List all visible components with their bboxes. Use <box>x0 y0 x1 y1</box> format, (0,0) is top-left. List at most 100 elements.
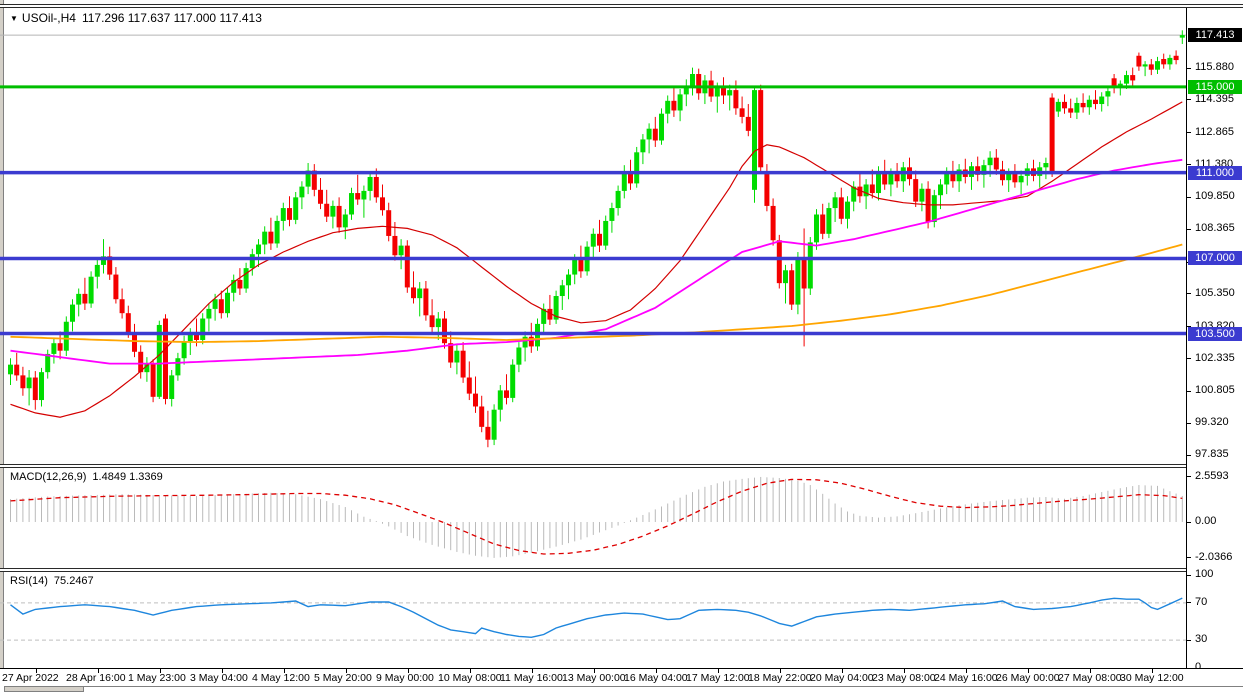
price-tick-label: 114.395 <box>1195 92 1234 105</box>
price-tick-label: 109.850 <box>1195 190 1235 203</box>
date-label: 23 May 08:00 <box>872 672 936 684</box>
macd-signal-line <box>10 478 1183 555</box>
axis-tick <box>1187 574 1191 576</box>
axis-tick <box>780 669 781 673</box>
date-label: 9 May 00:00 <box>376 672 434 684</box>
axis-tick <box>1187 422 1191 424</box>
date-label: 4 May 12:00 <box>252 672 310 684</box>
candles <box>8 30 1185 448</box>
axis-tick <box>1028 669 1029 673</box>
macd-panel[interactable] <box>0 468 1186 568</box>
date-label: 24 May 16:00 <box>934 672 998 684</box>
date-label: 27 May 08:00 <box>1058 672 1122 684</box>
price-tick-label: 100 <box>1195 568 1214 580</box>
macd-label: MACD(12,26,9) <box>10 471 87 483</box>
date-label: 18 May 22:00 <box>748 672 812 684</box>
price-tick-label: 102.335 <box>1195 351 1235 364</box>
axis-tick <box>1090 669 1091 673</box>
axis-tick <box>1187 476 1191 478</box>
price-badge-current: 117.413 <box>1188 28 1242 43</box>
window-frame-top <box>0 4 1243 8</box>
axis-tick <box>1187 164 1191 166</box>
axis-tick <box>718 669 719 673</box>
panel-separator[interactable] <box>0 464 1243 468</box>
rsi-value: 75.2467 <box>53 575 94 587</box>
date-label: 17 May 12:00 <box>686 672 750 684</box>
axis-tick <box>842 669 843 673</box>
price-tick-label: 100.805 <box>1195 384 1235 397</box>
axis-tick <box>1187 196 1191 198</box>
chart-ohlc-values: 117.296 117.637 117.000 117.413 <box>81 11 262 25</box>
date-label: 28 Apr 16:00 <box>66 672 126 684</box>
ma-fast-red <box>10 101 1183 418</box>
panel-separator[interactable] <box>0 568 1243 572</box>
axis-tick <box>36 669 37 673</box>
price-tick-label: 70 <box>1195 595 1208 608</box>
date-label: 30 May 12:00 <box>1120 672 1184 684</box>
price-tick-label: 0 <box>1195 661 1202 673</box>
price-tick-label: 112.865 <box>1195 125 1234 138</box>
date-label: 26 May 00:00 <box>996 672 1060 684</box>
axis-tick <box>594 669 595 673</box>
axis-tick <box>656 669 657 673</box>
bottom-strip <box>0 686 1243 693</box>
axis-tick <box>1187 639 1191 641</box>
date-label: 20 May 04:00 <box>810 672 874 684</box>
date-label: 11 May 16:00 <box>500 672 563 684</box>
rsi-panel[interactable] <box>0 572 1186 668</box>
bottom-frame-line <box>84 686 1243 687</box>
price-tick-label: 108.365 <box>1195 222 1235 235</box>
date-scale[interactable]: 27 Apr 2022 28 Apr 16:00 1 May 23:00 3 May … <box>0 668 1243 686</box>
axis-tick <box>408 669 409 673</box>
rsi-line <box>10 597 1183 639</box>
axis-tick <box>1187 99 1191 101</box>
date-label: 3 May 04:00 <box>190 672 248 684</box>
price-tick-label: 105.350 <box>1195 286 1235 299</box>
date-label: 27 Apr 2022 <box>2 672 59 684</box>
axis-tick <box>532 669 533 673</box>
rsi-header: RSI(14) 75.2467 <box>10 575 94 587</box>
price-tick-label: -2.0366 <box>1195 550 1233 563</box>
window-frame-left <box>0 0 4 693</box>
price-badge-107.000: 107.000 <box>1188 251 1242 266</box>
axis-tick <box>1187 602 1191 604</box>
date-label: 5 May 20:00 <box>314 672 372 684</box>
price-tick-label: 115.880 <box>1195 61 1234 73</box>
scrollbar-box[interactable] <box>4 686 84 692</box>
price-badge-115.000: 115.000 <box>1188 79 1242 94</box>
axis-tick <box>1187 557 1191 559</box>
axis-tick <box>1152 669 1153 673</box>
axis-tick <box>1187 132 1191 134</box>
price-tick-label: 30 <box>1195 633 1208 646</box>
ma-medium-magenta <box>10 158 1183 365</box>
macd-header: MACD(12,26,9) 1.4849 1.3369 <box>10 471 163 483</box>
axis-tick <box>1187 390 1191 392</box>
price-badge-103.500: 103.500 <box>1188 326 1242 341</box>
axis-tick <box>1187 293 1191 295</box>
axis-tick <box>284 669 285 673</box>
price-tick-label: 2.5593 <box>1195 469 1229 482</box>
price-scale[interactable]: 115.880 114.395 112.865 111.380 109.850 108.3… <box>1186 8 1243 686</box>
axis-tick <box>1187 67 1191 69</box>
axis-tick <box>1187 228 1191 230</box>
axis-tick <box>98 669 99 673</box>
dropdown-icon: ▼ <box>10 14 18 23</box>
axis-tick <box>1187 454 1191 456</box>
macd-values: 1.4849 1.3369 <box>92 471 163 483</box>
price-badge-111.000: 111.000 <box>1188 165 1242 180</box>
chart-header: ▼ USOil-,H4 117.296 117.637 117.000 117.41… <box>10 11 262 25</box>
date-label: 13 May 00:00 <box>562 672 626 684</box>
main-chart[interactable] <box>0 8 1186 464</box>
rsi-label: RSI(14) <box>10 575 48 587</box>
axis-tick <box>1187 358 1191 360</box>
axis-tick <box>222 669 223 673</box>
price-tick-label: 0.00 <box>1195 515 1217 527</box>
chart-symbol-period: USOil-,H4 <box>21 11 76 25</box>
axis-tick <box>160 669 161 673</box>
price-tick-label: 97.835 <box>1195 448 1229 461</box>
axis-tick <box>966 669 967 673</box>
ma-slow-orange <box>10 243 1183 344</box>
date-label: 10 May 08:00 <box>438 672 502 684</box>
date-label: 1 May 23:00 <box>128 672 186 684</box>
